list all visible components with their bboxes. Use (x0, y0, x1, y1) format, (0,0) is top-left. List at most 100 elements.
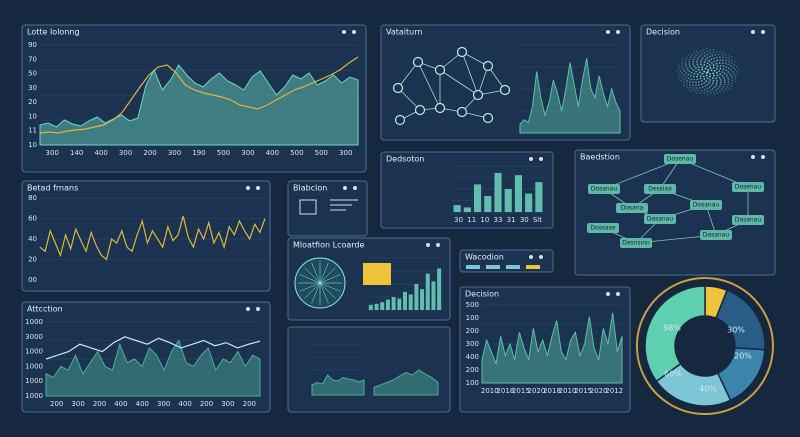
particle (703, 51, 706, 54)
bar (385, 299, 390, 310)
x-tick-label: 300 (168, 149, 181, 157)
icon (539, 255, 543, 259)
particle (736, 73, 739, 76)
particle (698, 55, 701, 58)
panel-title: Lotte Iolonng (27, 28, 80, 37)
node (482, 60, 494, 72)
particle (696, 75, 698, 78)
x-tick-label: 31 (507, 216, 516, 224)
area (311, 374, 365, 396)
particle (709, 49, 712, 52)
particle (686, 85, 688, 88)
y-tick-label: 90 (28, 41, 37, 49)
icon (616, 30, 620, 34)
line (45, 336, 261, 360)
bar (408, 294, 413, 310)
node (392, 82, 404, 94)
x-tick-label: 30 (454, 216, 463, 224)
particle (727, 54, 730, 57)
particle (723, 76, 725, 79)
particle (712, 66, 715, 69)
particle (723, 72, 726, 75)
particle (711, 82, 714, 85)
particle (706, 65, 708, 68)
panel-title: Baedstion (580, 153, 620, 162)
panel-title: Betad frnans (27, 184, 78, 193)
particle (713, 74, 715, 77)
particle (681, 72, 683, 75)
particle (721, 62, 724, 64)
particle (725, 66, 728, 68)
y-tick-label: 11 (28, 127, 37, 135)
particle (690, 89, 693, 92)
x-tick-label: 500 (217, 149, 230, 157)
particle (696, 78, 699, 81)
x-tick-label: 2020 (590, 387, 608, 395)
donut-label: 40% (699, 385, 717, 394)
flow-node (616, 203, 648, 213)
particle (689, 86, 692, 89)
particle (700, 80, 703, 82)
flow-node-label: Dasanau (703, 232, 730, 239)
panel-title: Attcction (27, 305, 63, 314)
y-tick-label: 200 (466, 366, 479, 374)
particle (708, 64, 711, 67)
node (456, 46, 468, 58)
particle (715, 84, 717, 87)
particle (712, 72, 715, 75)
area (45, 339, 261, 397)
particle (712, 91, 715, 93)
particle (697, 89, 700, 92)
particle (700, 83, 703, 86)
particle (705, 74, 708, 77)
particle (695, 49, 698, 52)
bar (391, 297, 396, 310)
particle (731, 56, 733, 58)
particle (703, 88, 706, 91)
x-tick-label: 200 (200, 400, 213, 408)
particle (728, 60, 731, 63)
bar (514, 175, 523, 212)
flow-node-label: Dasnsinn (622, 240, 650, 247)
x-tick-label: 2012 (605, 387, 623, 395)
icon (352, 30, 356, 34)
particle (709, 92, 712, 95)
particle (726, 85, 729, 88)
particle (692, 60, 694, 63)
donut-label: 98% (663, 324, 681, 333)
particle (683, 70, 686, 72)
particle (698, 86, 701, 89)
particle (689, 65, 691, 68)
icon (751, 155, 755, 159)
particle (734, 78, 737, 81)
x-tick-label: 2015 (574, 387, 592, 395)
particle (718, 70, 721, 72)
particle (711, 88, 714, 90)
particle (728, 57, 731, 60)
icon (353, 186, 357, 190)
particle (716, 74, 719, 77)
panel-title: Decision (646, 28, 680, 37)
particle (685, 56, 688, 59)
icon (529, 157, 533, 161)
particle (684, 64, 687, 66)
particle (730, 85, 733, 87)
particle (702, 49, 705, 51)
particle (705, 47, 708, 50)
particle (734, 60, 737, 63)
flow-node (620, 238, 652, 248)
particle (718, 56, 721, 59)
particle (722, 65, 725, 68)
particle (681, 63, 683, 65)
node (412, 56, 424, 68)
donut-segment (715, 289, 766, 351)
bar (525, 193, 533, 212)
y-tick-label: 500 (466, 301, 479, 309)
particle (725, 69, 728, 72)
particle (708, 86, 711, 88)
particle (695, 87, 698, 90)
area (519, 58, 621, 134)
particle (719, 51, 721, 53)
particle (713, 60, 716, 63)
particle (717, 53, 720, 56)
